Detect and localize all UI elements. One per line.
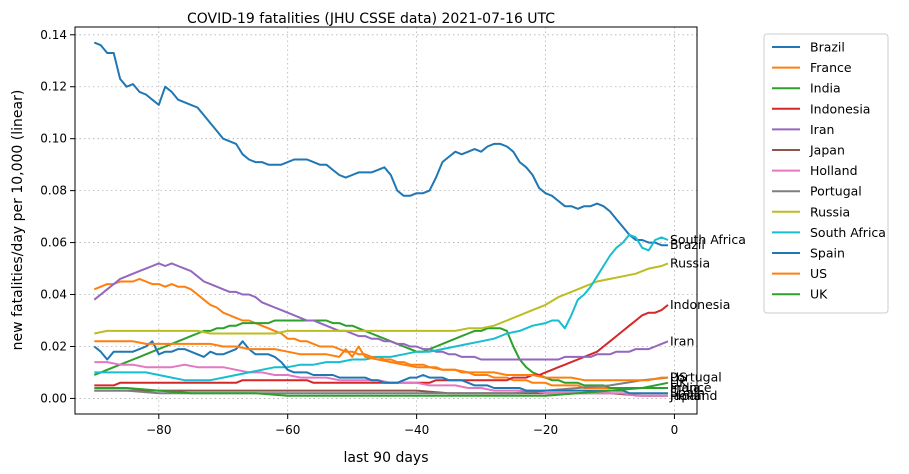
x-tick-label: −80 [146, 423, 171, 437]
y-axis-label: new fatalities/day per 10,000 (linear) [10, 90, 26, 351]
series-line-uk [94, 381, 669, 397]
series-line-france [93, 277, 668, 389]
grid [75, 27, 697, 414]
series-line-us [94, 340, 668, 382]
y-tick-label: 0.02 [40, 339, 67, 353]
x-tick-label: 0 [671, 423, 679, 437]
legend-label-uk: UK [810, 287, 828, 302]
series-lines [93, 41, 669, 397]
y-tick-label: 0.04 [40, 288, 67, 302]
x-tick-label: −60 [275, 423, 300, 437]
legend-label-us: US [810, 266, 827, 281]
series-line-indonesia [94, 304, 669, 387]
series-line-russia [94, 262, 669, 335]
series-line-south-africa [94, 233, 669, 382]
legend-label-india: India [810, 81, 841, 96]
end-label-south-africa: South Africa [670, 232, 746, 247]
y-tick-label: 0.00 [40, 391, 67, 405]
y-tick-label: 0.12 [40, 80, 67, 94]
legend-label-holland: Holland [810, 163, 858, 178]
series-line-spain [93, 340, 668, 395]
legend-label-japan: Japan [809, 143, 845, 158]
legend-label-russia: Russia [810, 204, 850, 219]
chart-title: COVID-19 fatalities (JHU CSSE data) 2021… [187, 11, 555, 27]
x-tick-label: −40 [404, 423, 429, 437]
plot-frame [74, 26, 698, 415]
y-tick-label: 0.10 [40, 132, 67, 146]
x-tick-label: −20 [533, 423, 558, 437]
end-label-iran: Iran [670, 333, 694, 348]
x-axis: −80 −60 −40 −20 0 [146, 414, 678, 437]
legend-label-iran: Iran [810, 122, 834, 137]
legend-label-portugal: Portugal [810, 184, 862, 199]
end-label-india: India [670, 380, 701, 395]
end-label-holland: Holland [670, 388, 718, 403]
end-label-france: France [670, 380, 712, 395]
end-label-japan: Japan [669, 388, 705, 403]
y-tick-label: 0.08 [40, 184, 67, 198]
y-tick-label: 0.06 [40, 236, 67, 250]
end-label-brazil: Brazil [670, 237, 705, 252]
end-label-uk: UK [670, 375, 688, 390]
end-label-spain: Spain [670, 385, 705, 400]
end-label-indonesia: Indonesia [670, 297, 730, 312]
y-axis: 0.00 0.02 0.04 0.06 0.08 0.10 0.12 0.14 [40, 28, 75, 405]
end-label-us: US [670, 370, 687, 385]
series-line-india [93, 319, 668, 389]
legend-box [763, 33, 889, 314]
end-label-portugal: Portugal [670, 370, 722, 385]
y-tick-label: 0.14 [40, 28, 67, 42]
series-line-iran [93, 262, 669, 361]
legend-label-france: France [810, 60, 852, 75]
legend-label-spain: Spain [810, 246, 845, 261]
legend-label-south-africa: South Africa [810, 225, 886, 240]
legend-label-brazil: Brazil [810, 40, 845, 55]
legend-label-indonesia: Indonesia [810, 101, 870, 116]
x-axis-label: last 90 days [343, 450, 428, 466]
legend: Brazil France India Indonesia Iran Japan Holla… [763, 33, 889, 314]
end-label-russia: Russia [670, 255, 710, 270]
series-line-brazil [93, 41, 668, 247]
